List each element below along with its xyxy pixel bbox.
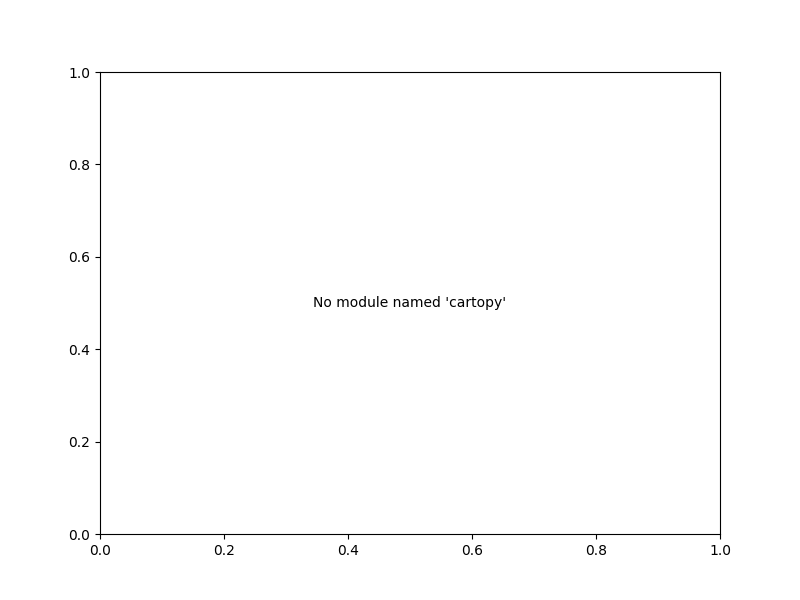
Text: No module named 'cartopy': No module named 'cartopy' — [314, 296, 506, 310]
